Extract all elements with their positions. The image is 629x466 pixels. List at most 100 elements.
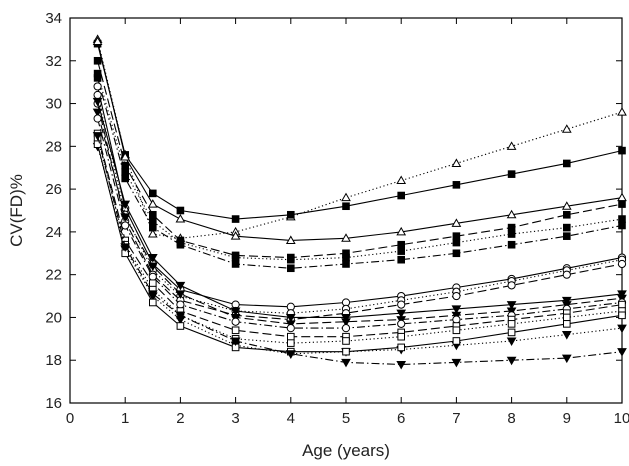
data-point (149, 298, 157, 307)
data-point (175, 214, 186, 223)
data-point (231, 253, 240, 262)
data-point (175, 290, 186, 299)
data-point (231, 260, 240, 268)
data-point (506, 141, 517, 150)
data-point (93, 82, 102, 91)
series-line (97, 39, 623, 239)
data-point (341, 318, 351, 327)
data-point (120, 200, 131, 210)
data-point (507, 223, 516, 232)
series-layer (92, 34, 627, 370)
data-point (147, 199, 158, 208)
data-point (561, 124, 572, 133)
data-point (176, 240, 185, 249)
data-point (341, 324, 351, 333)
data-point (230, 307, 241, 317)
data-point (231, 215, 240, 223)
data-point (452, 232, 461, 240)
data-point (506, 209, 517, 219)
data-point (452, 249, 461, 258)
data-point (397, 332, 405, 341)
data-point (342, 202, 350, 211)
y-tick-label: 32 (45, 53, 62, 70)
data-point (175, 281, 186, 291)
data-point (92, 108, 103, 118)
series-line (97, 146, 623, 355)
data-point (506, 356, 517, 366)
series-11 (92, 108, 627, 329)
data-point (287, 339, 295, 347)
data-point (92, 36, 103, 46)
data-point (452, 181, 461, 189)
data-point (451, 158, 462, 167)
data-point (618, 200, 626, 208)
series-line (97, 133, 623, 338)
data-point (397, 240, 405, 249)
data-point (147, 254, 158, 263)
series-3 (92, 36, 627, 244)
series-line (97, 144, 623, 353)
data-point (341, 358, 351, 368)
y-tick-label: 26 (45, 181, 62, 198)
data-point (285, 235, 296, 244)
series-line (97, 101, 623, 318)
data-point (396, 361, 407, 370)
data-point (451, 358, 462, 368)
data-point (618, 146, 626, 155)
series-10 (92, 97, 627, 323)
data-point (176, 322, 185, 330)
y-tick-label: 16 (45, 395, 62, 412)
data-point (285, 313, 296, 323)
data-point (230, 337, 241, 346)
series-13 (93, 129, 626, 341)
data-point (397, 255, 405, 264)
x-tick-label: 3 (231, 410, 239, 427)
series-line (97, 43, 623, 220)
data-point (618, 300, 626, 309)
data-point (507, 281, 516, 290)
data-point (563, 210, 571, 219)
x-tick-label: 8 (507, 410, 515, 427)
series-line (97, 77, 623, 269)
data-point (451, 218, 462, 227)
data-point (563, 320, 571, 328)
y-tick-label: 18 (45, 352, 62, 369)
data-point (93, 140, 102, 148)
x-tick-label: 6 (397, 410, 405, 427)
data-point (285, 350, 296, 359)
data-point (563, 223, 571, 232)
data-point (561, 331, 572, 340)
series-7 (93, 82, 627, 311)
data-point (617, 324, 627, 334)
data-point (121, 221, 130, 230)
x-tick-label: 2 (176, 410, 184, 427)
data-point (149, 223, 157, 232)
data-point (452, 291, 461, 301)
data-point (396, 226, 407, 236)
data-point (452, 326, 461, 335)
series-17 (92, 132, 627, 370)
series-15 (92, 142, 627, 359)
data-point (618, 215, 626, 223)
y-tick-label: 34 (45, 10, 62, 27)
data-point (175, 311, 186, 321)
x-tick-label: 7 (452, 410, 460, 427)
data-point (287, 255, 295, 264)
series-line (97, 135, 623, 366)
series-12 (93, 114, 627, 333)
data-point (617, 290, 627, 299)
y-tick-label: 24 (45, 224, 62, 241)
data-point (342, 337, 350, 345)
data-point (561, 354, 572, 364)
y-tick-label: 28 (45, 138, 62, 155)
data-point (93, 56, 102, 65)
data-point (563, 313, 571, 322)
data-point (341, 192, 351, 202)
y-tick-label: 20 (45, 309, 62, 326)
series-line (97, 73, 623, 261)
data-point (396, 175, 407, 185)
data-point (176, 206, 185, 215)
y-tick-label: 22 (45, 267, 62, 284)
